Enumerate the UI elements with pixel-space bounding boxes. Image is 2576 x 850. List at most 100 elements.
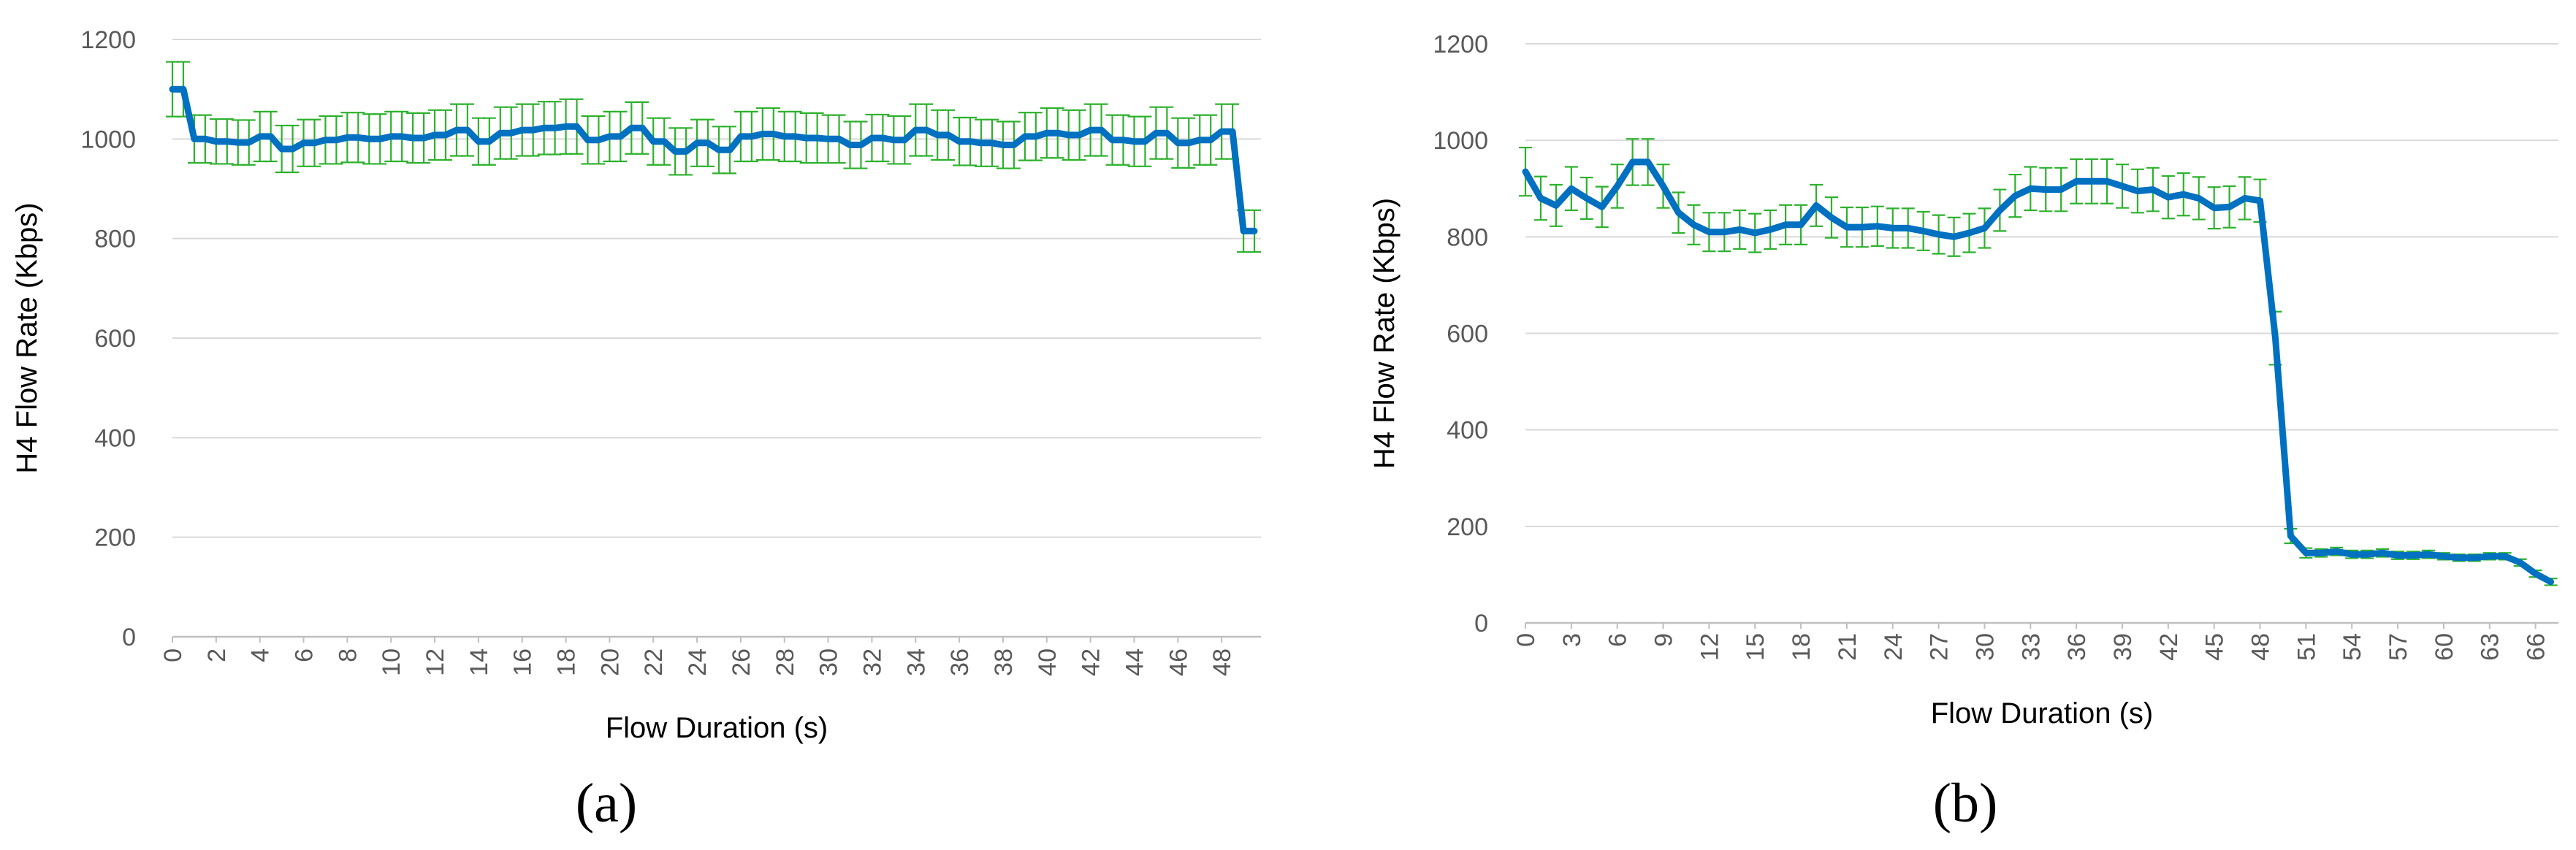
data-point [881, 137, 884, 139]
data-point [2090, 180, 2093, 183]
data-point [1647, 161, 1650, 164]
data-point [1024, 135, 1026, 138]
data-point [1967, 231, 1970, 234]
y-tick-label: 1200 [80, 26, 136, 54]
x-tick-label: 16 [509, 648, 537, 676]
data-point [2458, 556, 2461, 559]
data-point [1585, 196, 1588, 199]
data-point [1176, 142, 1179, 145]
x-tick-label: 18 [553, 648, 581, 676]
data-point [980, 142, 983, 145]
data-point [193, 137, 196, 140]
data-point [1089, 129, 1092, 131]
data-point [2442, 555, 2445, 558]
data-point [2244, 196, 2247, 199]
x-tick-label: 36 [2063, 633, 2091, 661]
data-point [357, 136, 359, 139]
x-tick-label: 22 [640, 648, 668, 676]
data-point [947, 134, 950, 137]
data-point [597, 139, 600, 142]
x-tick-label: 51 [2293, 633, 2320, 661]
data-point [378, 137, 381, 140]
x-tick-label: 44 [1121, 648, 1148, 676]
data-point [608, 135, 611, 138]
data-point [772, 133, 775, 136]
data-point [1861, 226, 1864, 229]
data-point [2182, 193, 2185, 196]
data-point [2029, 187, 2032, 190]
x-tick-label: 60 [2431, 633, 2458, 661]
data-point [565, 125, 568, 128]
data-point [1198, 139, 1201, 142]
data-point [1677, 211, 1680, 214]
data-point [2152, 188, 2154, 191]
data-point [859, 144, 862, 147]
data-point [991, 142, 994, 145]
x-tick-label: 66 [2523, 633, 2550, 661]
x-tick-label: 6 [1604, 633, 1632, 647]
data-point [510, 131, 513, 134]
data-point [1111, 139, 1114, 142]
data-point [455, 129, 458, 131]
data-point [554, 126, 557, 129]
data-point [1922, 229, 1925, 232]
data-point [204, 137, 207, 140]
data-point [1013, 144, 1015, 147]
data-point [1692, 223, 1695, 226]
data-point [2167, 196, 2170, 199]
data-point [1876, 225, 1879, 228]
data-point [1231, 130, 1234, 133]
data-point [1122, 139, 1125, 142]
data-point [270, 135, 273, 138]
data-point [543, 126, 546, 129]
data-point [1187, 142, 1190, 145]
data-point [739, 135, 742, 138]
series-line [169, 85, 1258, 234]
y-tick-label: 400 [94, 424, 136, 452]
data-point [237, 141, 240, 144]
data-point [805, 137, 808, 139]
data-point [2059, 188, 2062, 191]
data-point [1998, 209, 2001, 212]
x-tick-label: 39 [2109, 633, 2137, 661]
data-point [1002, 144, 1005, 147]
y-tick-label: 200 [94, 524, 136, 552]
error-bars [166, 61, 1262, 253]
panel-label: (a) [576, 773, 637, 834]
y-tick-label: 800 [1447, 223, 1488, 251]
data-point [1891, 226, 1894, 229]
data-point [2519, 561, 2522, 564]
panel-label: (b) [1933, 773, 1998, 834]
data-points [171, 88, 1256, 232]
data-point [576, 125, 579, 128]
data-point [367, 137, 370, 140]
data-point [958, 140, 961, 143]
x-tick-label: 10 [378, 648, 405, 676]
data-point [892, 139, 895, 142]
x-tick-label: 24 [1880, 633, 1908, 661]
data-point [389, 135, 392, 138]
data-point [619, 135, 622, 138]
data-point [816, 137, 819, 139]
x-tick-label: 20 [596, 648, 624, 676]
data-point [1253, 229, 1256, 232]
x-tick-label: 4 [247, 648, 275, 662]
data-point [182, 88, 185, 91]
data-point [521, 129, 524, 131]
x-tick-label: 26 [728, 648, 755, 676]
y-tick-label: 200 [1447, 513, 1488, 541]
data-point [2304, 551, 2307, 554]
data-point [1753, 231, 1756, 234]
data-point [2366, 553, 2369, 556]
data-point [969, 140, 972, 143]
data-point [750, 135, 753, 138]
series-line [1522, 158, 2554, 586]
data-point [870, 137, 873, 139]
x-tick-label: 0 [159, 648, 187, 662]
data-point [1524, 170, 1527, 173]
data-point [1034, 135, 1037, 138]
data-point [838, 137, 841, 140]
x-tick-label: 3 [1558, 633, 1586, 647]
data-point [2198, 196, 2200, 199]
